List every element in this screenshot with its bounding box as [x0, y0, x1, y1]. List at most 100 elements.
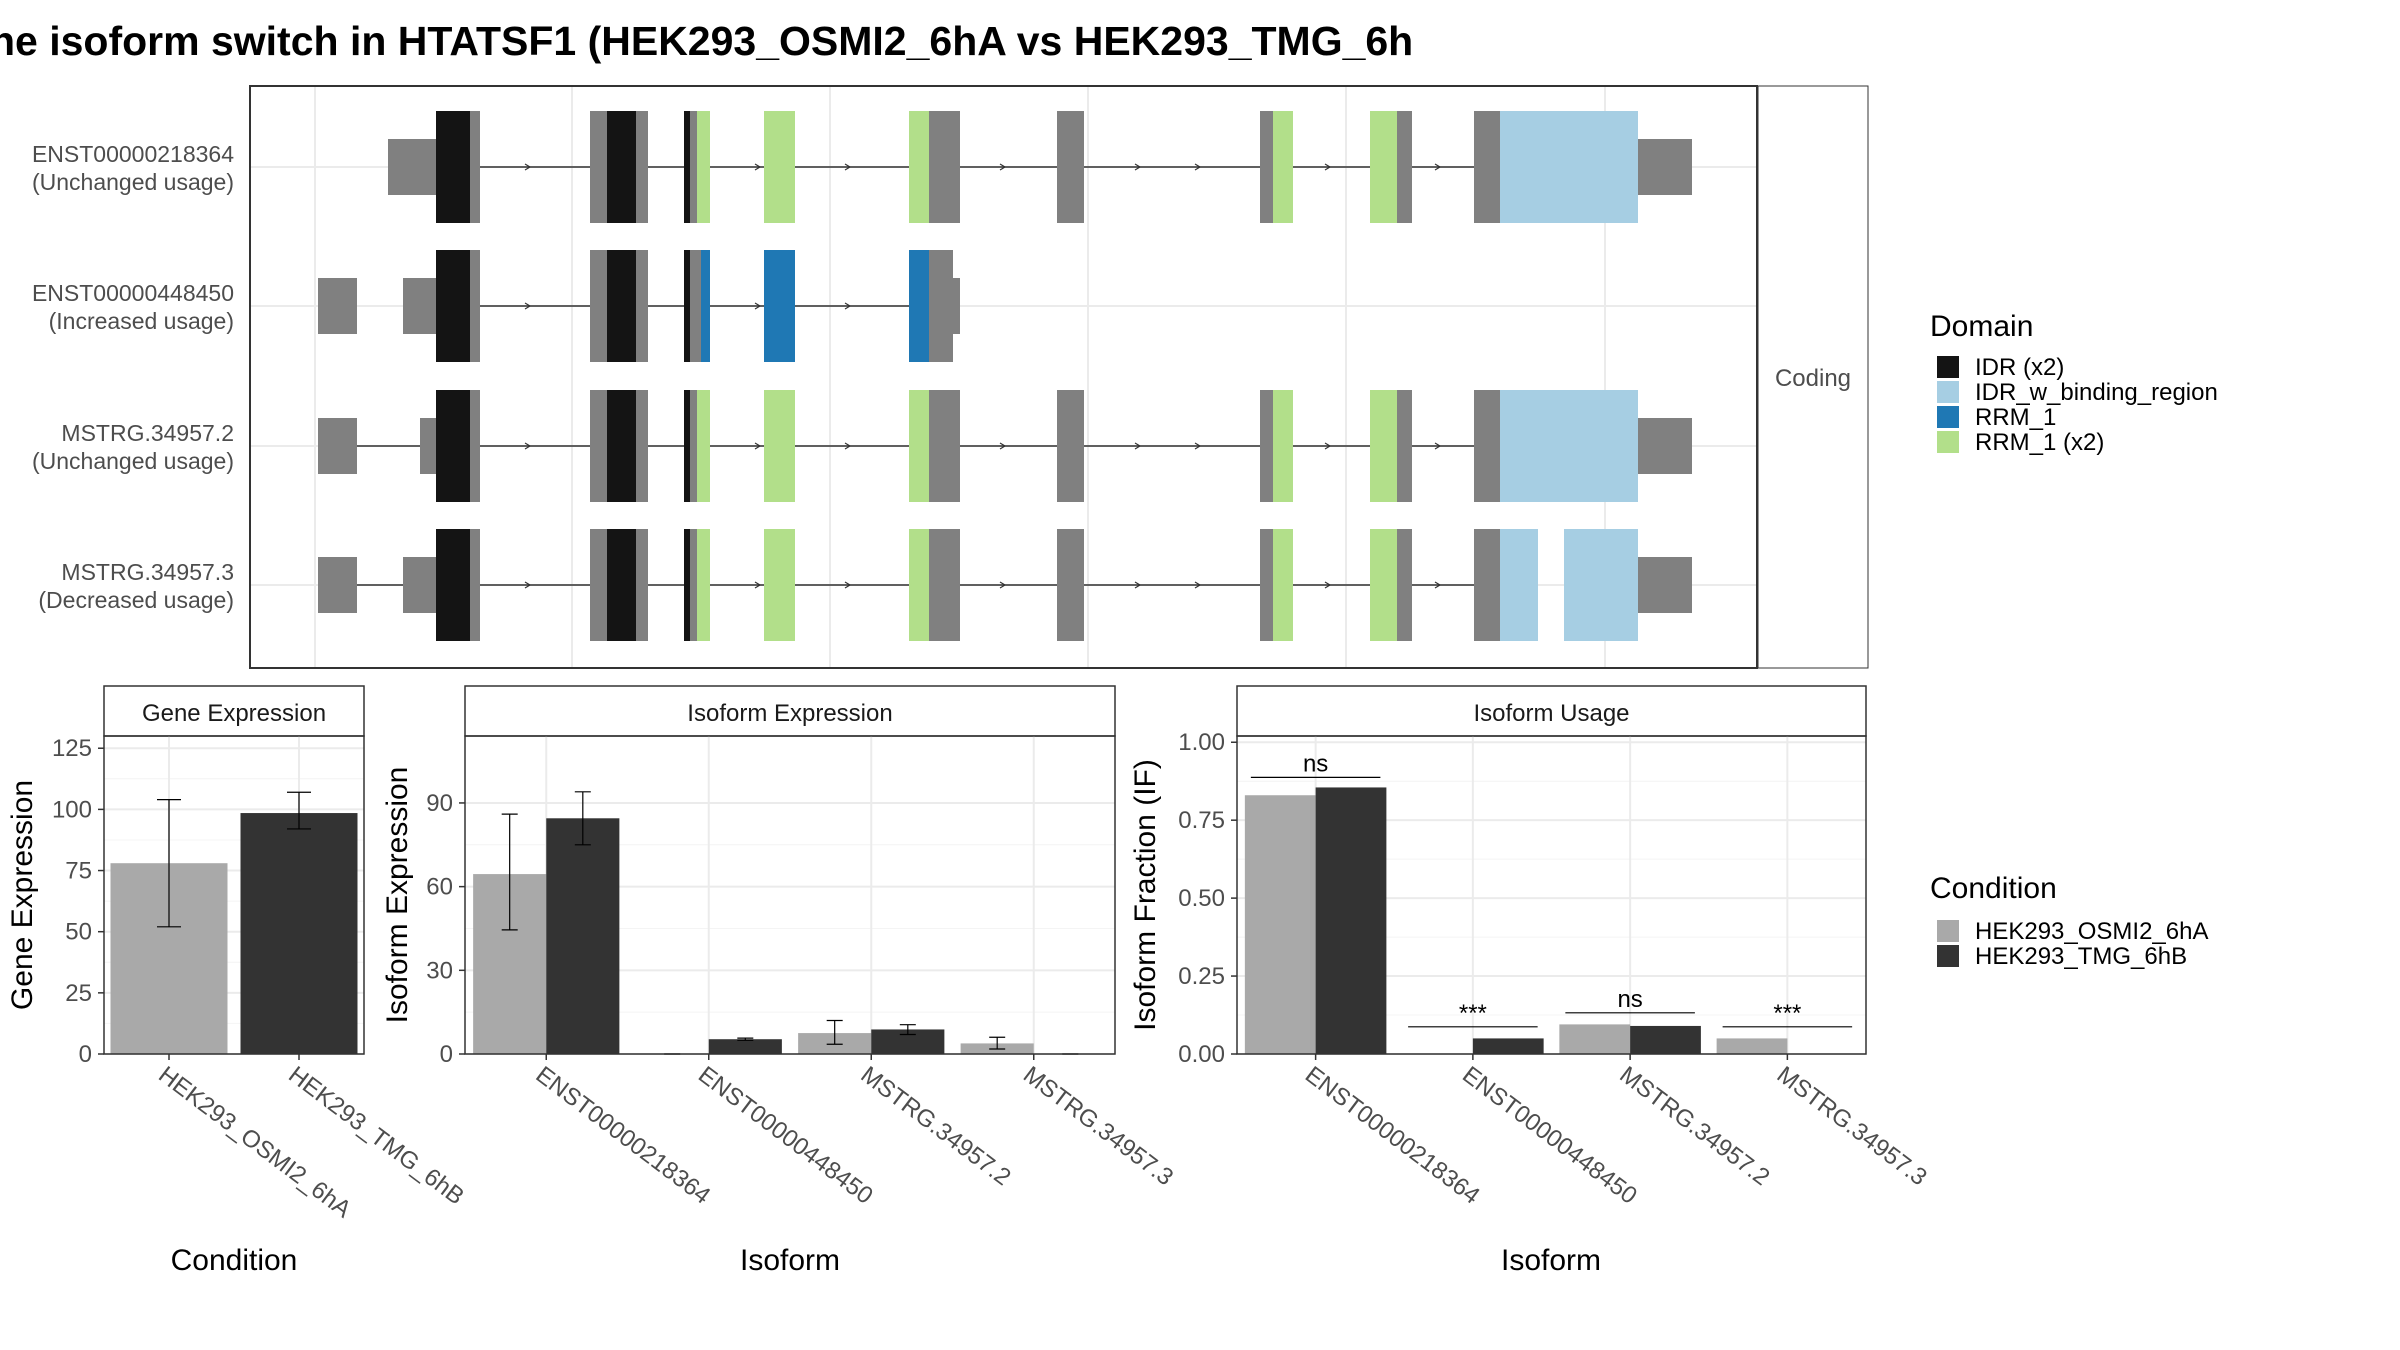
legend-label-domain: IDR_w_binding_region [1975, 379, 2218, 406]
legend-key-domain [1937, 431, 1959, 453]
panel-strip-title: Isoform Usage [1473, 700, 1629, 727]
exon-block [764, 390, 795, 502]
transcript-row: ENST00000448450(Increased usage) [32, 250, 960, 362]
bar [1716, 1038, 1788, 1054]
y-tick-label: 0.75 [1178, 807, 1225, 834]
legend-label-condition: HEK293_TMG_6hB [1975, 943, 2187, 970]
transcript-status-label: (Unchanged usage) [32, 448, 234, 474]
transcript-id-label: MSTRG.34957.2 [61, 420, 234, 446]
panel-strip [103, 685, 365, 737]
legend-key-condition [1937, 920, 1959, 942]
exon-block [1273, 390, 1293, 502]
transcript-row: MSTRG.34957.2(Unchanged usage) [32, 390, 1692, 502]
x-tick-label: MSTRG.34957.3 [1772, 1061, 1932, 1191]
significance-label: ns [1303, 750, 1328, 777]
intron-arrow [844, 302, 852, 310]
intron-arrow [999, 442, 1007, 450]
intron-arrow [999, 581, 1007, 589]
intron-arrow [1324, 581, 1332, 589]
legend-key-domain [1937, 356, 1959, 378]
exon-block [403, 557, 436, 613]
x-axis-title: Isoform [740, 1244, 840, 1277]
significance-label: *** [1459, 1000, 1487, 1027]
exon-block [701, 250, 710, 362]
exon-block [470, 250, 480, 362]
isoform-usage-panel: Isoform Usage 0.00 0.25 0.50 0.75 1.00 ns *** ns… [1129, 685, 1932, 1277]
exon-block [470, 529, 480, 641]
bar [1315, 787, 1387, 1054]
x-tick-label: MSTRG.34957.2 [856, 1061, 1016, 1191]
exon-block [636, 390, 648, 502]
exon-block [1370, 529, 1397, 641]
legend-key-domain [1937, 406, 1959, 428]
exon-block [697, 529, 710, 641]
exon-block [909, 390, 929, 502]
x-tick-label: MSTRG.34957.3 [1018, 1061, 1178, 1191]
y-axis-title: Isoform Expression [381, 767, 414, 1024]
transcript-status-label: (Decreased usage) [38, 587, 234, 613]
intron-arrow [1134, 581, 1142, 589]
intron-arrow [1434, 581, 1442, 589]
bar [1559, 1024, 1631, 1054]
intron-arrow [754, 581, 762, 589]
exon-block [1397, 529, 1412, 641]
exon-block [909, 111, 929, 223]
transcript-row: MSTRG.34957.3(Decreased usage) [38, 529, 1692, 641]
exon-block [1370, 390, 1397, 502]
structure-strip [1757, 85, 1869, 669]
exon-block [1057, 390, 1084, 502]
exon-block [1638, 557, 1692, 613]
transcript-id-label: MSTRG.34957.3 [61, 559, 234, 585]
exon-block [1273, 529, 1293, 641]
bar [240, 813, 358, 1054]
exon-block [690, 250, 701, 362]
exon-block [607, 529, 636, 641]
y-tick-label: 25 [65, 980, 92, 1007]
x-tick-label: ENST00000448450 [693, 1061, 878, 1209]
y-tick-label: 75 [65, 858, 92, 885]
x-axis-title: Isoform [1501, 1244, 1601, 1277]
panel-strip-title: Gene Expression [142, 700, 326, 727]
transcript-row: ENST00000218364(Unchanged usage) [32, 111, 1692, 223]
exon-block [590, 111, 607, 223]
exon-block [1500, 111, 1638, 223]
intron-arrow [754, 163, 762, 171]
exon-block [470, 111, 480, 223]
y-axis-title: Gene Expression [6, 780, 39, 1010]
exon-block [764, 529, 795, 641]
exon-block [929, 111, 960, 223]
exon-block [436, 529, 470, 641]
exon-block [690, 111, 697, 223]
intron-arrow [524, 442, 532, 450]
exon-block [388, 139, 436, 195]
exon-block [607, 390, 636, 502]
bar [546, 818, 620, 1054]
intron-arrow [1434, 163, 1442, 171]
x-axis-title: Condition [171, 1244, 298, 1277]
legend-label-domain: RRM_1 (x2) [1975, 429, 2104, 456]
exon-block [420, 418, 436, 474]
exon-block [1260, 111, 1273, 223]
exon-block [909, 529, 929, 641]
bar [1472, 1038, 1544, 1054]
exon-block [1057, 529, 1084, 641]
intron-arrow [524, 302, 532, 310]
exon-block [636, 250, 648, 362]
significance-label: *** [1773, 1000, 1801, 1027]
bar [1244, 795, 1316, 1054]
exon-block [1474, 390, 1500, 502]
structure-strip-label: Coding [1775, 365, 1851, 392]
y-tick-label: 0.25 [1178, 963, 1225, 990]
y-tick-label: 50 [65, 919, 92, 946]
exon-block [1500, 529, 1538, 641]
y-tick-label: 30 [426, 957, 453, 984]
intron-arrow [844, 163, 852, 171]
panel-strip [464, 685, 1116, 737]
domain-legend-title: Domain [1930, 310, 2033, 343]
exon-block [636, 529, 648, 641]
exon-block [929, 529, 960, 641]
transcript-id-label: ENST00000448450 [32, 280, 234, 306]
